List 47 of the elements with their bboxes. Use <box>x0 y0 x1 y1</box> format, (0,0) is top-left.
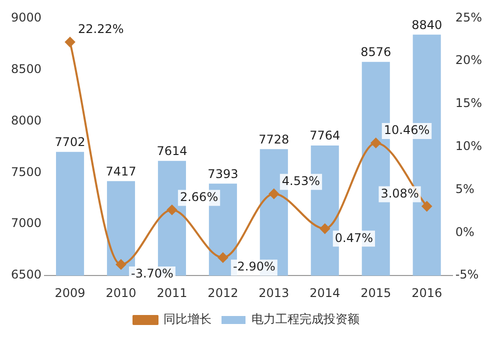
data-label: 7702 <box>54 134 86 149</box>
x-tick-label: 2013 <box>258 286 290 300</box>
data-label: 7393 <box>208 166 238 181</box>
y-tick-label: 8500 <box>10 62 42 76</box>
legend-label: 同比增长 <box>164 312 212 326</box>
y2-tick-label: 0% <box>455 224 474 239</box>
x-tick-label: 2010 <box>106 286 136 300</box>
x-tick-label: 2009 <box>54 286 86 300</box>
point <box>422 201 432 212</box>
data-label: 4.53% <box>282 174 320 188</box>
data-label: 2.66% <box>180 190 218 204</box>
x-tick-label: 2012 <box>208 286 238 300</box>
data-label: 7728 <box>258 132 290 146</box>
y-tick-label: 6500 <box>10 268 42 282</box>
data-label: 0.47% <box>334 230 374 245</box>
data-label: 7764 <box>310 128 340 143</box>
y2-tick-label: 20% <box>455 53 482 68</box>
legend-label: 电力工程完成投资额 <box>252 312 360 326</box>
point <box>116 259 126 270</box>
data-label: -2.90% <box>232 260 276 274</box>
data-label: 22.22% <box>78 22 124 36</box>
x-tick-label: 2015 <box>360 286 392 300</box>
point <box>268 188 279 199</box>
y-tick-label: 7500 <box>10 164 42 179</box>
point <box>370 138 381 148</box>
point <box>65 37 76 48</box>
y-tick-label: 8000 <box>10 113 42 128</box>
data-label: 10.46% <box>384 123 430 138</box>
y2-tick-label: 10% <box>455 139 482 154</box>
y2-tick-label: 5% <box>455 182 474 196</box>
x-tick-label: 2016 <box>412 286 442 300</box>
data-label: 3.08% <box>380 186 419 200</box>
y2-tick-label: -5% <box>455 268 479 282</box>
data-label: 7417 <box>106 164 136 178</box>
data-label: 8840 <box>412 18 442 32</box>
data-label: -3.70% <box>131 266 174 281</box>
point <box>320 224 330 234</box>
y2-tick-label: 25% <box>455 10 482 24</box>
x-tick-label: 2014 <box>310 286 340 300</box>
y-tick-label: 7000 <box>10 216 42 230</box>
point <box>166 204 177 215</box>
data-label: 7614 <box>156 144 188 158</box>
data-label: 8576 <box>360 44 392 59</box>
y-tick-label: 9000 <box>10 10 42 24</box>
y2-tick-label: 15% <box>455 96 482 110</box>
x-tick-label: 2011 <box>156 286 188 300</box>
point <box>218 252 228 263</box>
